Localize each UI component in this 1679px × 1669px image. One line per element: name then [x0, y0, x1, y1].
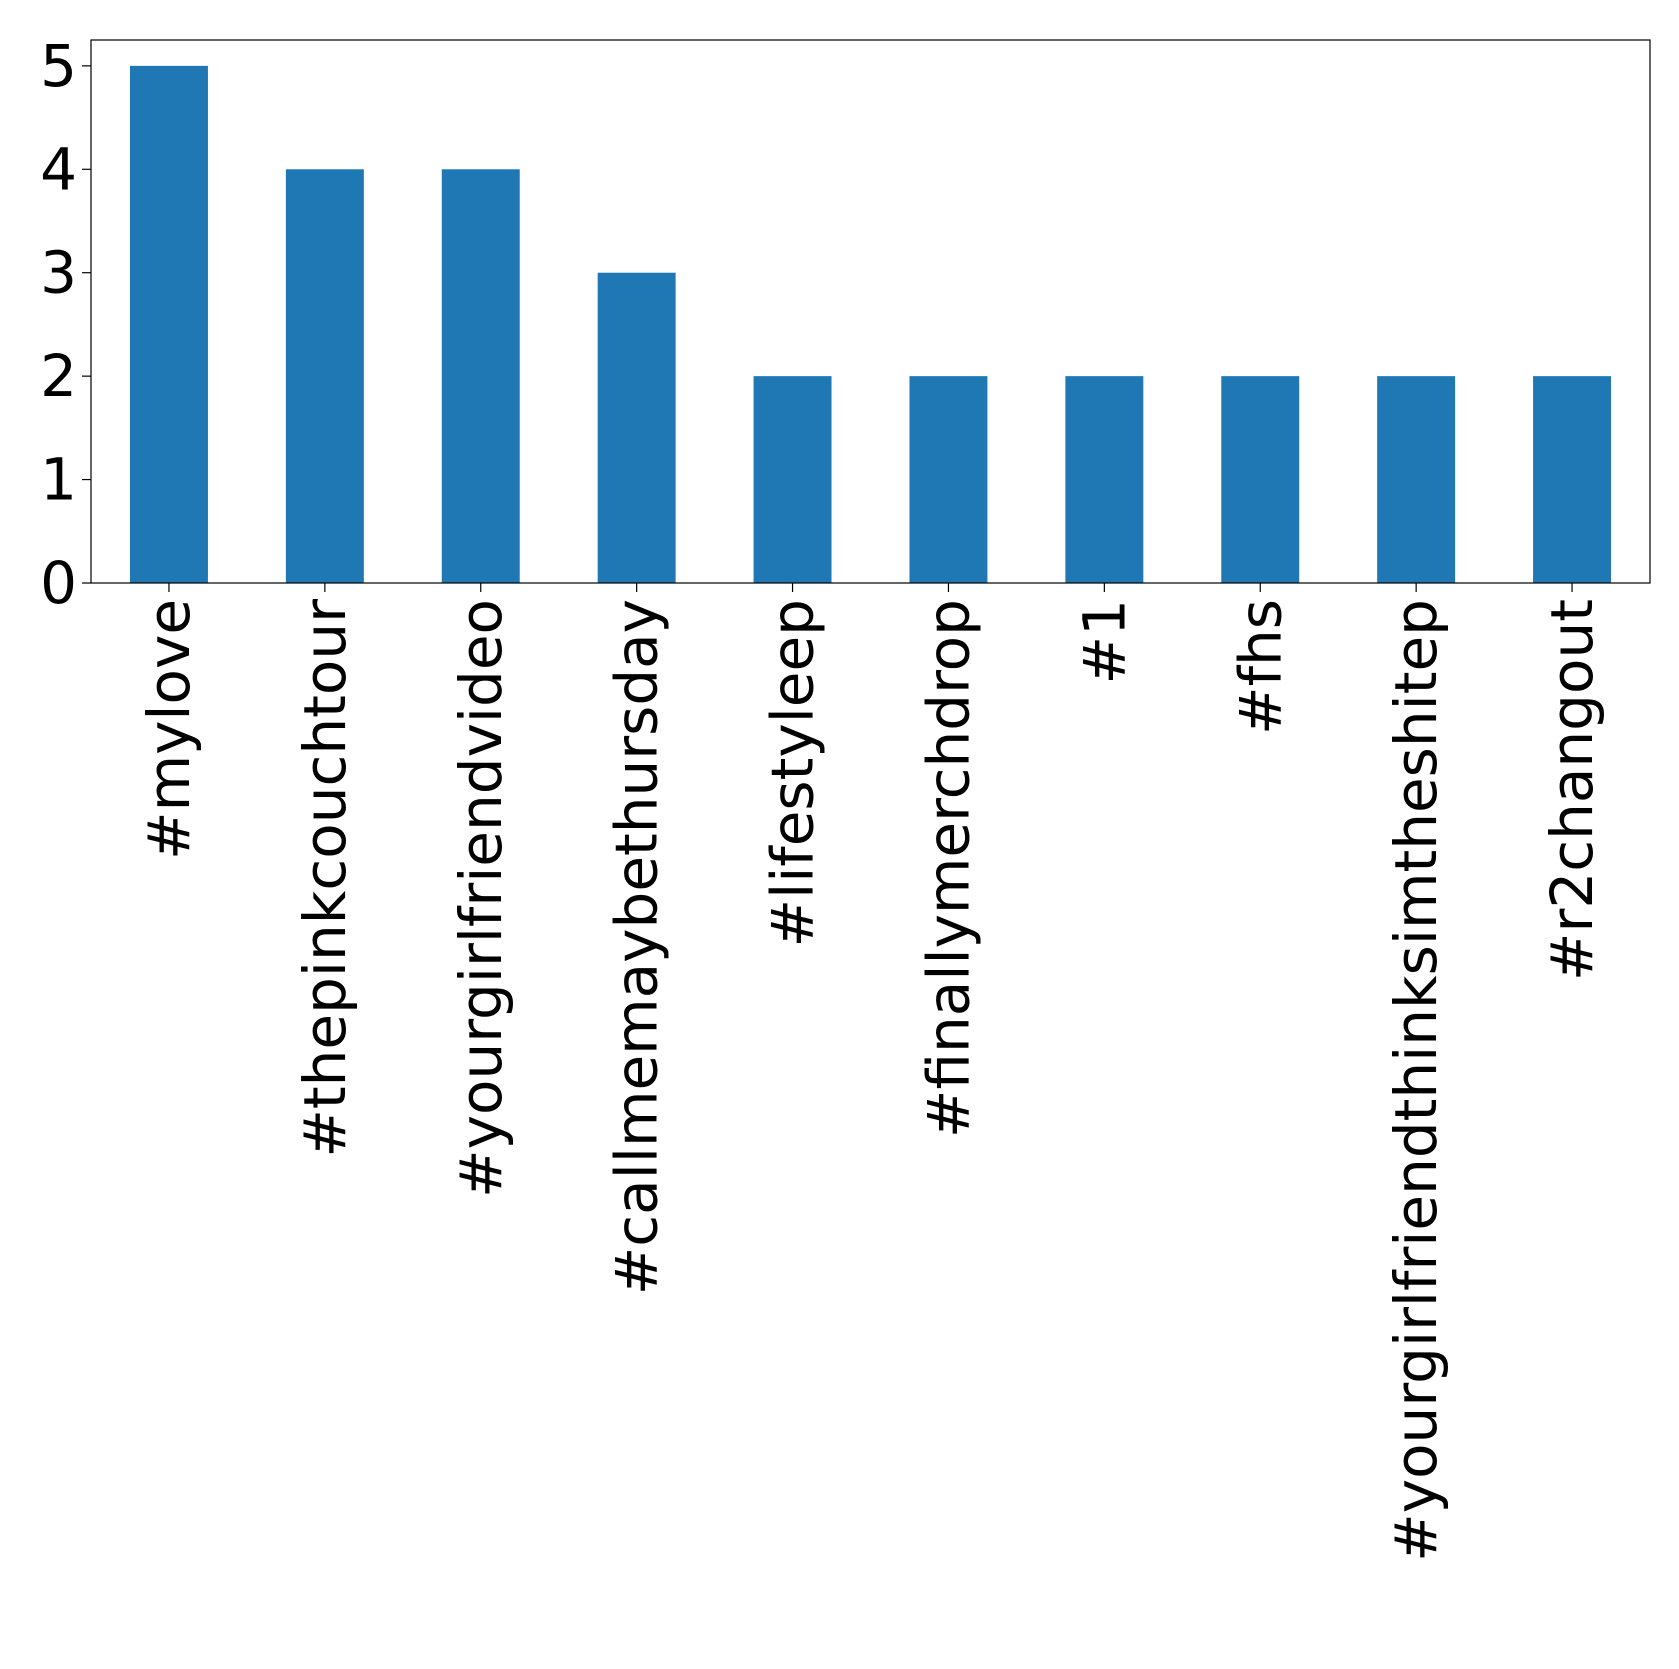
bar-0 — [129, 65, 208, 584]
x-tick-label-7: #fhs — [1226, 599, 1294, 735]
x-tick-label-2: #yourgirlfriendvideo — [447, 599, 515, 1198]
x-tick-label-0: #mylove — [135, 599, 203, 860]
bar-2 — [441, 169, 520, 584]
y-tick-label-5: 5 — [40, 32, 77, 100]
x-axis: #mylove #thepinkcouchtour #yourgirlfriendv… — [135, 583, 1606, 1562]
plot-frame — [90, 39, 1651, 584]
x-tick-label-5: #finallymerchdrop — [914, 599, 982, 1138]
x-tick-label-3: #callmemaybethursday — [603, 599, 671, 1295]
x-tick-label-8: #yourgirlfriendthinksimtheshitep — [1382, 599, 1450, 1562]
bar-5 — [909, 376, 988, 583]
x-tick-label-6: #1 — [1070, 599, 1138, 685]
y-tick-label-3: 3 — [40, 239, 77, 307]
bar-9 — [1533, 376, 1612, 583]
bar-7 — [1221, 376, 1300, 583]
y-tick-label-4: 4 — [40, 135, 77, 203]
bar-3 — [597, 272, 676, 583]
x-tick-label-9: #r2changout — [1538, 599, 1606, 981]
y-tick-label-2: 2 — [40, 342, 77, 410]
bar-6 — [1065, 376, 1144, 583]
bar-4 — [753, 376, 832, 583]
bar-8 — [1377, 376, 1456, 583]
bar-1 — [285, 169, 364, 584]
bars-layer — [129, 65, 1612, 584]
x-tick-label-1: #thepinkcouchtour — [291, 599, 359, 1158]
y-tick-label-0: 0 — [40, 549, 77, 617]
y-axis: 0 1 2 3 4 5 — [40, 32, 91, 617]
x-tick-label-4: #lifestyleep — [759, 599, 827, 948]
y-tick-label-1: 1 — [40, 446, 77, 514]
